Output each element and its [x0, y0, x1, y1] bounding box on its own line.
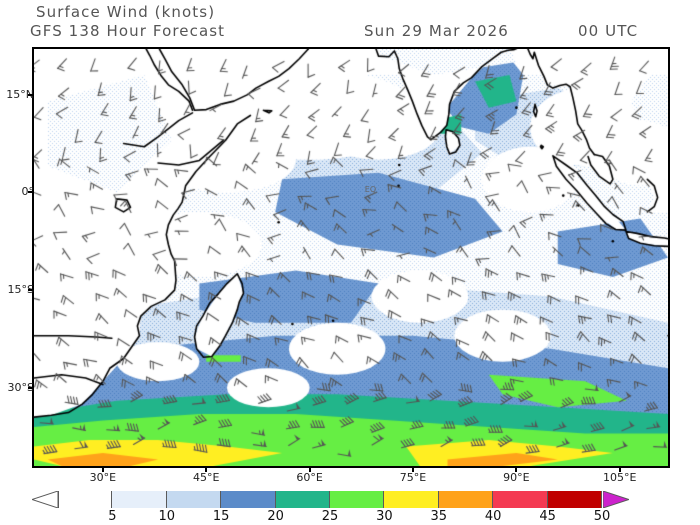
- colorbar-tick-label: 25: [321, 509, 339, 524]
- colorbar-segment: [329, 491, 385, 508]
- valid-date-label: Sun 29 Mar 2026: [364, 22, 509, 40]
- wind-field-canvas: [34, 49, 668, 466]
- colorbar-tick-label: 15: [212, 509, 230, 524]
- colorbar: 5 10 15 20 25 30 35 40 45 50: [32, 486, 670, 525]
- chart-title: Surface Wind (knots): [36, 3, 216, 21]
- colorbar-segment: [58, 491, 113, 508]
- colorbar-tick-label: 20: [267, 509, 284, 524]
- colorbar-over-arrow-icon: [603, 491, 629, 508]
- colorbar-segment: [221, 491, 276, 508]
- colorbar-under-arrow-icon: [32, 491, 58, 508]
- colorbar-segment: [493, 491, 548, 508]
- colorbar-segment: [384, 491, 439, 508]
- x-axis-tick-label: 75°E: [399, 471, 427, 484]
- colorbar-tick-label: 45: [539, 509, 556, 524]
- colorbar-tick-label: 5: [108, 509, 117, 524]
- colorbar-tick-label: 40: [484, 509, 502, 524]
- x-axis-tick-label: 105°E: [603, 471, 637, 484]
- y-axis-tick-label: 15°S: [7, 283, 34, 297]
- colorbar-segment: [166, 491, 222, 508]
- y-axis-tick-label: 30°S: [7, 380, 34, 394]
- colorbar-tick-label: 50: [593, 509, 611, 524]
- colorbar-tick-label: 30: [376, 509, 393, 524]
- colorbar-tick-label: 35: [430, 509, 448, 524]
- colorbar-segment: [438, 491, 494, 508]
- x-axis-tick-label: 90°E: [503, 471, 530, 484]
- x-axis-tick-label: 60°E: [296, 471, 323, 484]
- y-axis-tick-label: 15°N: [6, 87, 34, 101]
- wind-map: [32, 47, 670, 468]
- colorbar-segment: [275, 491, 330, 508]
- colorbar-segment: [112, 491, 167, 508]
- valid-cycle-label: 00 UTC: [578, 22, 639, 40]
- x-axis-tick-label: 30°E: [89, 471, 117, 484]
- colorbar-tick-label: 10: [158, 509, 176, 524]
- colorbar-segment: [547, 491, 602, 508]
- x-axis-tick-label: 45°E: [193, 471, 220, 484]
- y-axis-tick-label: 0°: [21, 185, 35, 199]
- colorbar-segments: [58, 491, 602, 508]
- model-forecast-label: GFS 138 Hour Forecast: [30, 22, 226, 40]
- equator-label: EQ: [364, 184, 377, 194]
